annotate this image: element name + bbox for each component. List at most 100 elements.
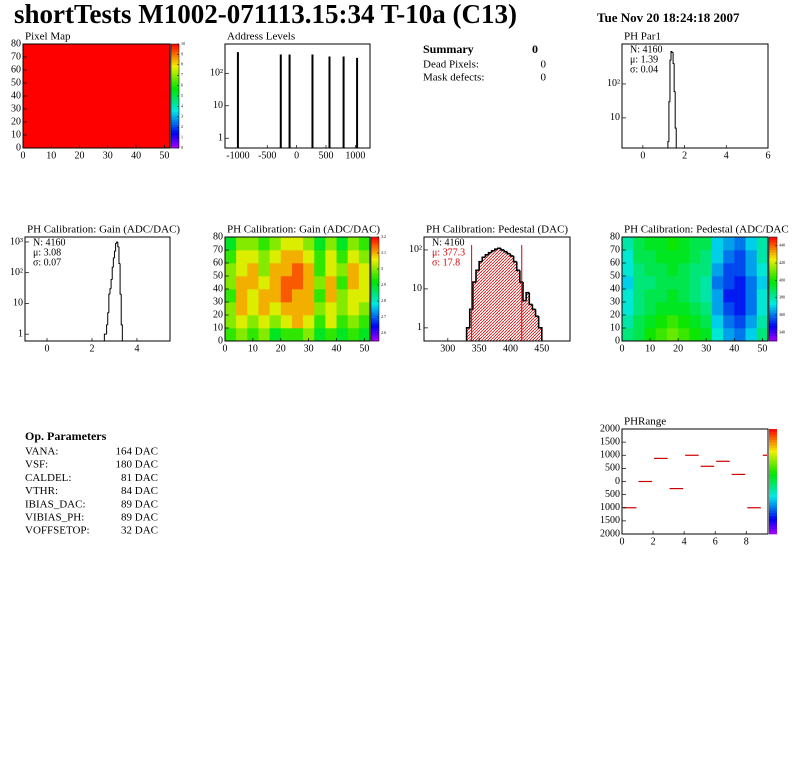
colorbar (769, 307, 777, 311)
colorbar (371, 247, 379, 251)
colorbar (769, 242, 777, 246)
heat-cell (225, 276, 237, 290)
heat-cell (756, 315, 769, 329)
colorbar (371, 333, 379, 337)
heat-cell (745, 328, 758, 342)
colorbar (371, 289, 379, 292)
colorbar (171, 119, 179, 123)
colorbar (171, 67, 179, 71)
heat-cell (756, 263, 769, 277)
colorbar (769, 335, 777, 339)
y-tick-label: 10 (213, 100, 223, 111)
heat-cell (633, 250, 645, 264)
colorbar (171, 101, 179, 105)
heat-cell (644, 315, 656, 329)
heat-cell (358, 276, 371, 290)
colorbar (171, 132, 179, 136)
colorbar (171, 77, 179, 81)
colorbar (371, 242, 379, 246)
summary-label: Dead Pixels: (423, 59, 479, 71)
hist-bin (494, 248, 498, 251)
hist-fill (504, 251, 508, 341)
heat-cell (225, 315, 237, 329)
y-tick-label: 1000 (600, 450, 620, 461)
hist-bin (537, 316, 543, 341)
x-tick-label: 4 (724, 150, 729, 161)
colorbar (171, 93, 179, 97)
hist-bin (465, 327, 470, 341)
heat-cell (644, 250, 656, 264)
x-tick-label: 0 (294, 150, 299, 161)
colorbar (769, 302, 777, 305)
y-tick-label: 60 (213, 257, 223, 268)
colorbar-label: 400 (779, 277, 785, 282)
y-tick-label: 80 (610, 231, 620, 242)
heat-cell (347, 302, 360, 316)
colorbar (769, 531, 777, 535)
stats: μ: 1.39 (630, 54, 658, 65)
y-tick-label: 0 (615, 335, 620, 346)
y-tick-label: 30 (213, 296, 223, 307)
heat-cell (303, 276, 315, 290)
colorbar (769, 444, 777, 448)
y-tick-label: 30 (11, 103, 21, 114)
heat-cell (247, 315, 259, 329)
colorbar-label: 2.9 (381, 282, 386, 287)
heat-cell (347, 237, 360, 251)
stats: N: 4160 (630, 44, 663, 55)
colorbar (769, 499, 777, 503)
heat-cell (291, 276, 304, 290)
heat-cell (734, 250, 746, 264)
heat-cell (622, 276, 634, 290)
heat-cell (247, 289, 259, 303)
hist-fill (472, 282, 477, 341)
hist-bin (515, 261, 520, 272)
heat-cell (225, 263, 237, 277)
hist-fill (488, 252, 492, 341)
colorbar (171, 137, 179, 141)
heat-cell (723, 302, 735, 316)
heat-cell (325, 276, 337, 290)
heat-cell (269, 315, 282, 329)
heat-cell (644, 302, 656, 316)
x-tick-label: 30 (701, 343, 711, 354)
colorbar-label: 0 (181, 145, 183, 150)
op-value: 89 DAC (121, 512, 158, 524)
heat-cell (655, 276, 668, 290)
colorbar-label: 2.8 (381, 298, 386, 303)
x-tick-label: 20 (276, 343, 286, 354)
y-tick-label: 50 (213, 270, 223, 281)
heat-cell (734, 302, 746, 316)
colorbar (769, 283, 777, 287)
x-tick-label: 20 (673, 343, 683, 354)
heat-cell (723, 263, 735, 277)
hist-bin (497, 247, 502, 250)
hist-bin (111, 266, 114, 280)
x-tick-label: 10 (645, 343, 655, 354)
colorbar (769, 247, 777, 251)
heat-cell (23, 44, 171, 149)
heat-cell (280, 315, 293, 329)
colorbar (371, 335, 379, 339)
colorbar (769, 296, 777, 300)
heat-cell (314, 289, 326, 303)
page-title: shortTests M1002-071113.15:34 T-10a (C13… (14, 0, 517, 29)
heat-cell (325, 328, 337, 342)
colorbar (769, 281, 777, 285)
heat-cell (314, 328, 326, 342)
colorbar (371, 291, 379, 295)
y-tick-label: 50 (11, 77, 21, 88)
heat-cell (689, 289, 701, 303)
heat-cell (247, 276, 259, 290)
colorbar (371, 322, 379, 326)
y-tick-label: 10 (11, 129, 21, 140)
colorbar-label: 9 (181, 51, 183, 56)
frame (224, 43, 371, 149)
colorbar (769, 510, 777, 514)
hist-fill (482, 257, 486, 341)
heat-cell (756, 250, 769, 264)
heat-cell (622, 237, 634, 251)
heat-cell (734, 315, 746, 329)
y-tick-label: 1 (18, 328, 23, 339)
y-tick-label: 0 (16, 142, 21, 153)
